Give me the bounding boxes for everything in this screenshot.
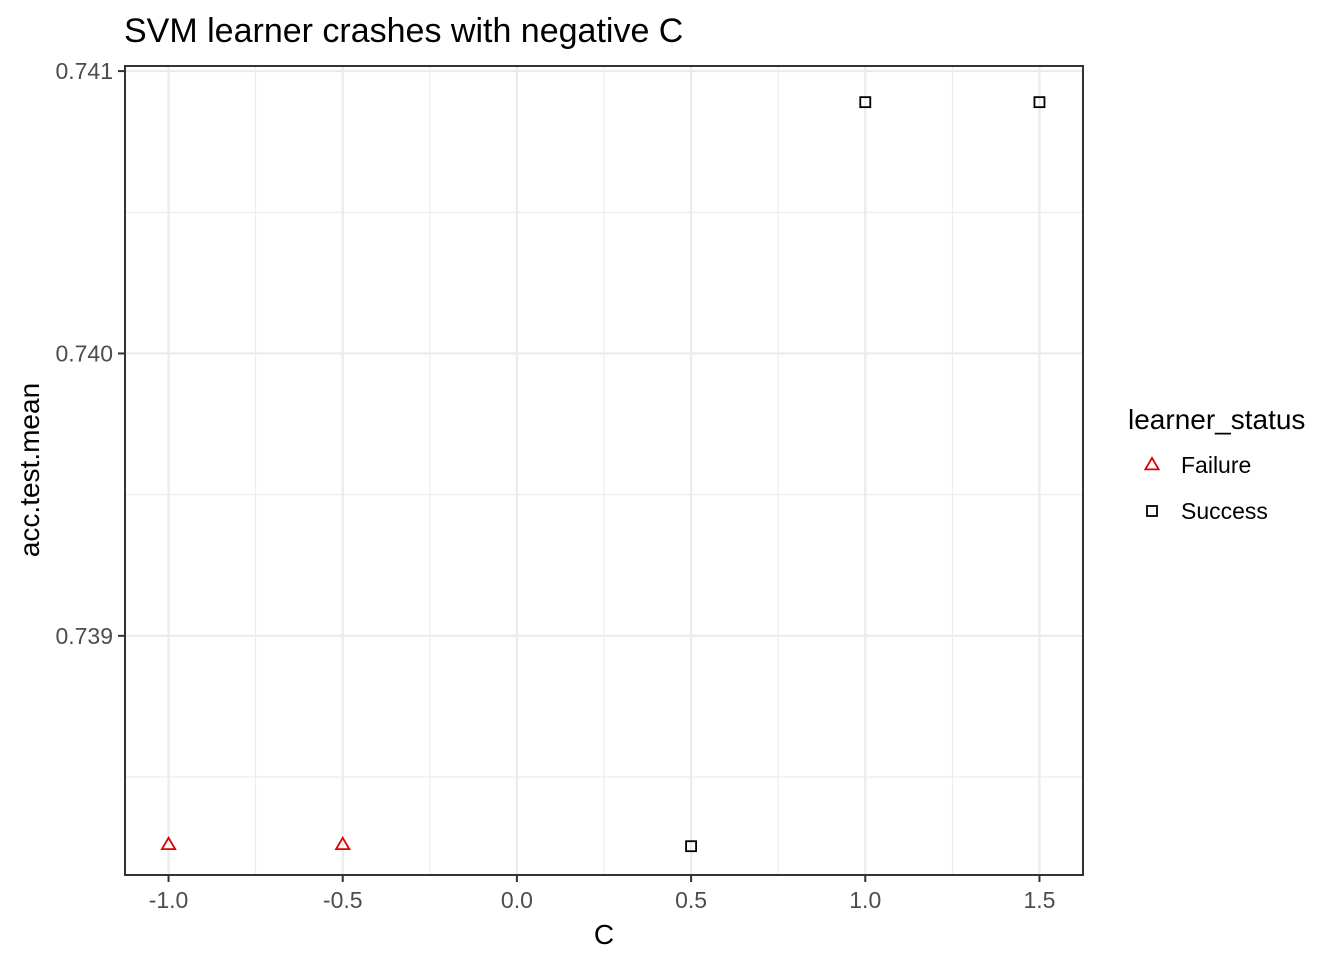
success-point (859, 96, 872, 109)
x-tick-label: 0.0 (501, 887, 533, 913)
data-points (160, 96, 1046, 853)
x-axis-title: C (594, 919, 614, 950)
legend-key-success (1146, 505, 1158, 517)
failure-point (334, 836, 351, 851)
failure-point (160, 836, 177, 851)
success-point (1033, 96, 1046, 109)
legend-key-failure (1143, 456, 1161, 471)
y-axis: 0.739 0.740 0.741 (55, 58, 125, 649)
grid (125, 66, 1083, 875)
chart-title: SVM learner crashes with negative C (124, 12, 683, 50)
x-axis: -1.0 -0.5 0.0 0.5 1.0 1.5 (149, 875, 1055, 913)
y-tick-label: 0.739 (55, 623, 113, 649)
x-tick-label: 0.5 (675, 887, 707, 913)
legend-label: Success (1181, 498, 1268, 524)
x-tick-label: -1.0 (149, 887, 189, 913)
y-tick-label: 0.740 (55, 340, 113, 366)
legend: learner_status Failure Success (1128, 404, 1305, 524)
x-tick-label: 1.5 (1023, 887, 1055, 913)
success-point (685, 840, 697, 853)
y-tick-label: 0.741 (55, 58, 113, 84)
legend-title: learner_status (1128, 404, 1305, 435)
y-axis-title: acc.test.mean (14, 383, 45, 557)
panel-border (124, 65, 1084, 876)
x-tick-label: 1.0 (849, 887, 881, 913)
legend-label: Failure (1181, 452, 1251, 478)
x-tick-label: -0.5 (323, 887, 363, 913)
